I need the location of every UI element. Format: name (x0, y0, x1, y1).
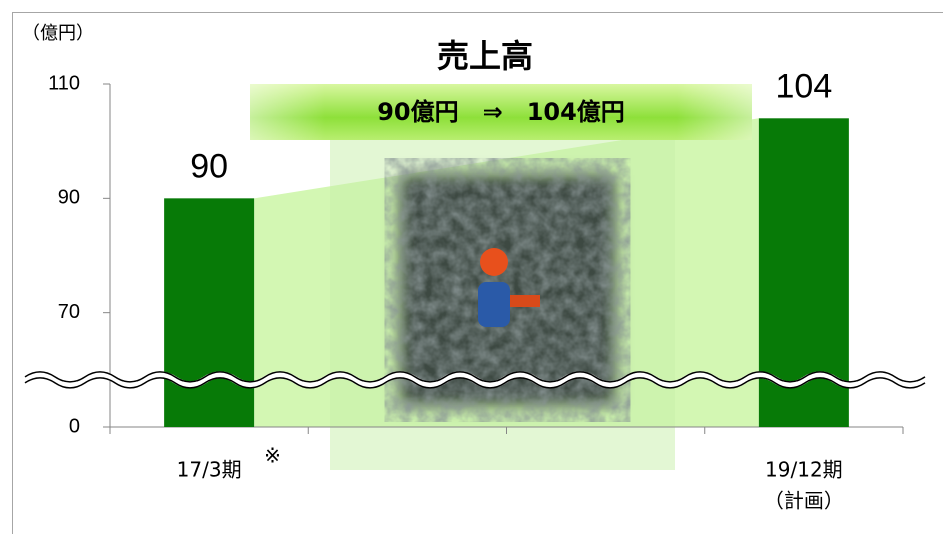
axis-break-line (24, 377, 926, 389)
axis-break-line (24, 371, 926, 383)
y-tick-label: 0 (69, 415, 80, 437)
data-label: 104 (776, 67, 833, 105)
data-label: 90 (190, 147, 228, 185)
category-note: （計画） (764, 489, 844, 513)
unit-label: （億円） (22, 23, 94, 44)
x-tick-label: 19/12期 (765, 458, 843, 482)
y-tick-label: 90 (58, 187, 80, 209)
y-tick-label: 70 (58, 301, 80, 323)
frame (12, 12, 943, 534)
y-tick-label: 110 (48, 72, 80, 94)
x-tick-label: 17/3期 (177, 458, 242, 482)
banner-fade (250, 84, 752, 140)
bar (164, 198, 255, 427)
chart-title: 売上高 (437, 37, 533, 75)
photo (400, 175, 615, 405)
banner-text: 90億円 ⇒ 104億円 (377, 98, 625, 126)
axis-break-band (23, 371, 927, 389)
category-note: ※ (264, 444, 281, 468)
